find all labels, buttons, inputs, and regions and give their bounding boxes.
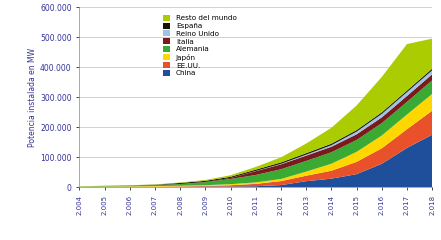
- Legend: Resto del mundo, España, Reino Unido, Italia, Alemania, Japón, EE.UU., China: Resto del mundo, España, Reino Unido, It…: [161, 13, 239, 78]
- Y-axis label: Potencia instalada en MW: Potencia instalada en MW: [28, 48, 37, 147]
